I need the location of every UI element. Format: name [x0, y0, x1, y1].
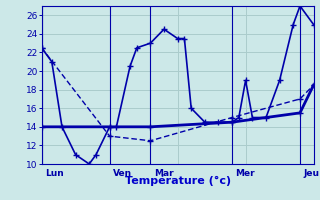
- Text: Mer: Mer: [236, 169, 255, 178]
- Text: Ven: Ven: [113, 169, 132, 178]
- Text: Mar: Mar: [154, 169, 173, 178]
- Text: Jeu: Jeu: [303, 169, 319, 178]
- Text: Lun: Lun: [45, 169, 64, 178]
- X-axis label: Température (°c): Température (°c): [124, 175, 231, 186]
